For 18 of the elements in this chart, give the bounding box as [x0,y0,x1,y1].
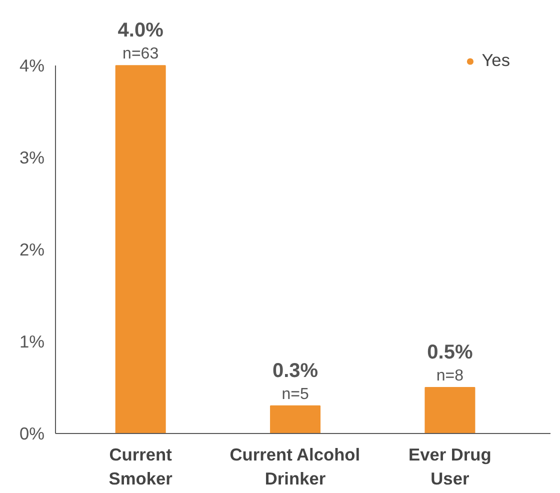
y-tick-label: 4% [19,56,44,76]
x-tick-label: Current Alcohol Drinker [230,444,360,488]
legend-label: Yes [482,50,510,71]
bar [424,387,476,434]
bar [270,405,321,434]
x-tick-label: Current Smoker [108,444,173,488]
annotation: n=8 [436,368,464,385]
y-tick-label: 1% [19,332,44,352]
text: 0.3% [272,360,318,382]
y-tick-label: 0% [19,424,44,444]
x-tick-label: Ever Drug User [408,444,492,488]
text: 4.0% [118,20,164,42]
y-tick-label: 2% [19,240,44,260]
bar [115,65,166,434]
text: 0.5% [427,342,473,364]
annotation: n=63 [122,46,159,63]
annotation: n=5 [282,386,309,403]
y-tick-label: 3% [19,148,44,168]
